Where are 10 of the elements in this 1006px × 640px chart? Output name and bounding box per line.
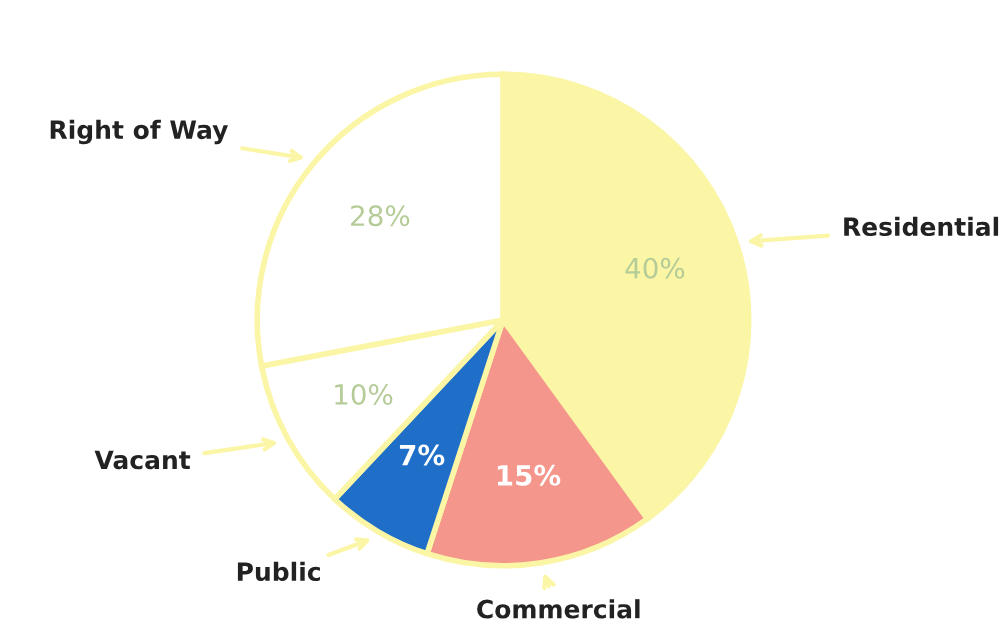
slice-label: Vacant [94,450,191,470]
slice-label: Public [237,561,320,582]
slice-label: Residential [844,216,999,237]
legend-label: Commercial [477,599,640,619]
data-label: 40% [625,257,685,279]
slice-label: Right of Way [50,119,228,145]
data-label: 10% [335,384,393,406]
data-label: 28% [351,205,410,227]
data-label: 7% [399,444,445,466]
data-label: 15% [497,464,561,486]
